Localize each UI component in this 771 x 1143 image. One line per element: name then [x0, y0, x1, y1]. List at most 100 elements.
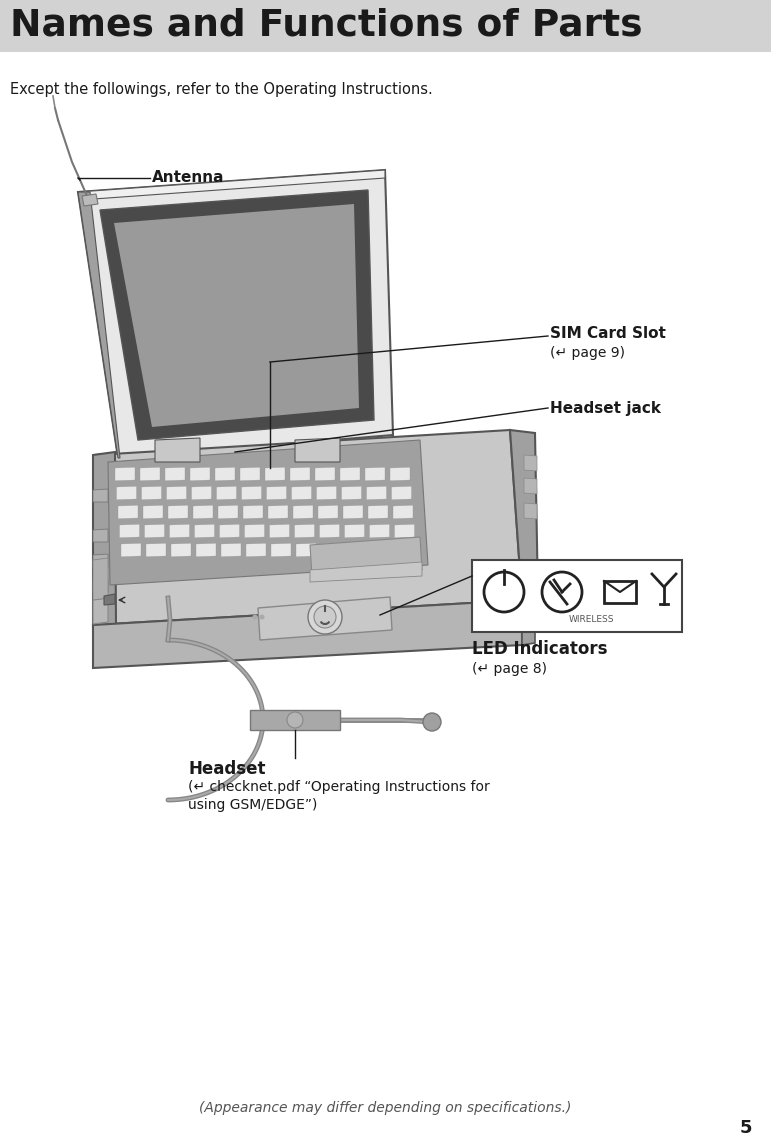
Polygon shape [120, 525, 140, 538]
Polygon shape [271, 543, 291, 557]
Text: using GSM/EDGE”): using GSM/EDGE”) [188, 798, 318, 812]
Polygon shape [244, 525, 264, 538]
Polygon shape [116, 486, 136, 499]
Polygon shape [93, 451, 116, 628]
Text: Antenna: Antenna [152, 170, 224, 185]
Polygon shape [267, 486, 287, 499]
Polygon shape [510, 430, 538, 600]
Polygon shape [369, 525, 389, 538]
Polygon shape [293, 505, 313, 519]
Polygon shape [343, 505, 363, 519]
Polygon shape [321, 543, 341, 557]
Polygon shape [345, 525, 365, 538]
Polygon shape [366, 486, 386, 499]
Polygon shape [218, 505, 238, 519]
Polygon shape [342, 486, 362, 499]
Polygon shape [146, 543, 166, 557]
Polygon shape [315, 467, 335, 481]
Polygon shape [191, 486, 211, 499]
Polygon shape [317, 486, 336, 499]
Text: (Appearance may differ depending on specifications.): (Appearance may differ depending on spec… [199, 1101, 571, 1116]
Text: 5: 5 [739, 1119, 752, 1137]
Polygon shape [140, 467, 160, 481]
Polygon shape [193, 505, 213, 519]
Text: (↵ page 8): (↵ page 8) [472, 662, 547, 676]
Polygon shape [290, 467, 310, 481]
Polygon shape [368, 505, 388, 519]
Circle shape [287, 712, 303, 728]
Polygon shape [142, 486, 161, 499]
Polygon shape [165, 467, 185, 481]
Polygon shape [365, 467, 385, 481]
Polygon shape [295, 525, 315, 538]
Polygon shape [143, 505, 163, 519]
Polygon shape [168, 505, 188, 519]
Polygon shape [246, 543, 266, 557]
Text: (↵ checknet.pdf “Operating Instructions for: (↵ checknet.pdf “Operating Instructions … [188, 780, 490, 794]
Polygon shape [108, 440, 428, 585]
Polygon shape [118, 505, 138, 519]
Polygon shape [268, 505, 288, 519]
Polygon shape [310, 562, 422, 582]
Circle shape [260, 615, 264, 620]
Polygon shape [265, 467, 285, 481]
Text: (↵ page 9): (↵ page 9) [550, 346, 625, 360]
Polygon shape [393, 505, 413, 519]
Polygon shape [78, 192, 120, 458]
Polygon shape [171, 543, 191, 557]
Polygon shape [93, 558, 108, 600]
Polygon shape [240, 467, 260, 481]
Polygon shape [155, 438, 200, 462]
Polygon shape [93, 554, 108, 567]
Polygon shape [215, 467, 235, 481]
Text: WIRELESS: WIRELESS [568, 615, 614, 624]
Polygon shape [296, 543, 316, 557]
Bar [604, 581, 636, 604]
Polygon shape [390, 467, 410, 481]
Polygon shape [318, 505, 338, 519]
Polygon shape [100, 190, 374, 440]
Polygon shape [291, 486, 311, 499]
Circle shape [252, 615, 258, 620]
Polygon shape [319, 525, 339, 538]
Polygon shape [144, 525, 164, 538]
Polygon shape [196, 543, 216, 557]
Polygon shape [524, 503, 537, 519]
Polygon shape [167, 486, 187, 499]
Polygon shape [524, 455, 537, 471]
Text: Headset: Headset [188, 760, 265, 778]
Polygon shape [93, 430, 522, 625]
Polygon shape [93, 529, 108, 542]
Polygon shape [82, 194, 98, 206]
Polygon shape [78, 170, 385, 200]
Polygon shape [346, 543, 366, 557]
Polygon shape [250, 710, 340, 730]
Circle shape [314, 606, 336, 628]
Text: Headset jack: Headset jack [550, 400, 661, 416]
Polygon shape [115, 467, 135, 481]
Polygon shape [121, 543, 141, 557]
Bar [472, 560, 682, 632]
Polygon shape [194, 525, 214, 538]
Polygon shape [258, 597, 392, 640]
Polygon shape [93, 600, 522, 668]
Circle shape [423, 713, 441, 732]
Polygon shape [310, 537, 422, 576]
Text: SIM Card Slot: SIM Card Slot [550, 326, 666, 341]
Polygon shape [78, 170, 393, 458]
Polygon shape [190, 467, 210, 481]
Polygon shape [217, 486, 237, 499]
Polygon shape [340, 467, 360, 481]
Polygon shape [243, 505, 263, 519]
Text: LED Indicators: LED Indicators [472, 640, 608, 658]
Polygon shape [241, 486, 261, 499]
Polygon shape [114, 203, 359, 427]
Polygon shape [93, 580, 108, 592]
Polygon shape [524, 478, 537, 494]
Polygon shape [170, 525, 190, 538]
Polygon shape [220, 525, 240, 538]
Polygon shape [270, 525, 289, 538]
Polygon shape [392, 486, 412, 499]
Bar [0, 0, 771, 51]
Polygon shape [93, 489, 108, 502]
